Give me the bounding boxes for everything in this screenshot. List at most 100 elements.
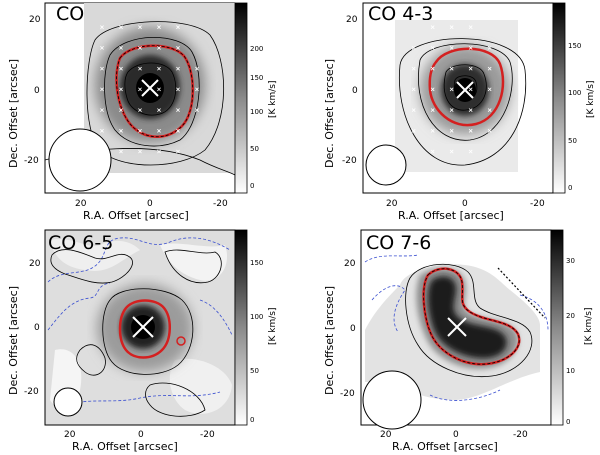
- y-tick-label: 20: [346, 15, 358, 25]
- sample-point-marker: [157, 25, 161, 30]
- black-contours: [44, 21, 236, 176]
- center-marker: [447, 317, 467, 337]
- contour-red-dashed: [423, 268, 520, 365]
- y-axis: 20 0 -20 Dec. Offset [arcsec]: [7, 15, 41, 168]
- y-axis-label: Dec. Offset [arcsec]: [323, 59, 336, 168]
- x-tick-label: -20: [213, 199, 228, 209]
- sample-point-marker: [138, 149, 142, 154]
- y-tick-label: 0: [352, 86, 358, 96]
- y-tick-label: -20: [24, 156, 39, 166]
- colorbar-tick-label: 10: [566, 367, 575, 375]
- sample-point-marker: [119, 87, 123, 92]
- sample-point-marker: [157, 108, 161, 112]
- contour-black: [443, 64, 487, 111]
- x-tick-label: -20: [530, 199, 545, 209]
- sample-point-marker: [157, 66, 161, 71]
- sample-point-marker: [411, 128, 416, 133]
- map-edge-hatch: [497, 267, 546, 319]
- y-tick-label: -20: [342, 156, 357, 166]
- y-axis-label: Dec. Offset [arcsec]: [323, 286, 336, 395]
- y-axis-label: Dec. Offset [arcsec]: [7, 59, 20, 168]
- contour-blue: [47, 237, 231, 283]
- contour-black: [418, 43, 513, 141]
- x-axis-label: R.A. Offset [arcsec]: [72, 440, 178, 453]
- x-axis: 20 0 -20 R.A. Offset [arcsec]: [64, 430, 215, 453]
- sample-point-marker: [119, 128, 123, 133]
- beam-circle: [362, 370, 422, 430]
- sample-point-marker: [449, 108, 454, 112]
- contour-black: [76, 344, 106, 376]
- y-axis: 20 0 -20 Dec. Offset [arcsec]: [323, 259, 356, 399]
- sample-point-marker: [449, 128, 454, 133]
- sample-point-marker: [430, 128, 435, 133]
- y-tick-label: 0: [350, 324, 356, 334]
- colorbar-tick-label: 50: [250, 367, 259, 375]
- sample-point-marker: [100, 66, 104, 71]
- contour-red: [118, 299, 171, 359]
- colorbar-gradient: [552, 2, 566, 194]
- sample-point-marker: [138, 128, 142, 133]
- colorbar-tick-label: 0: [568, 184, 572, 192]
- sample-point-marker: [430, 87, 435, 92]
- sample-point-marker: [100, 46, 104, 50]
- colorbar-tick-label: 0: [250, 182, 254, 190]
- sample-point-marker: [138, 46, 142, 50]
- blue-contours: [364, 254, 549, 401]
- sample-point-marker: [468, 108, 473, 112]
- colorbar-unit-label: [K km/s]: [268, 81, 278, 119]
- sample-point-marker: [411, 87, 416, 92]
- sample-point-marker: [449, 87, 454, 92]
- contour-black: [124, 62, 177, 116]
- contour-black: [86, 21, 225, 166]
- panel-co76: CO 7-6 0 10 20 30 [K km/s] 20: [323, 229, 594, 453]
- colorbar-unit-label: [K km/s]: [586, 81, 596, 119]
- x-tick-label: 20: [75, 199, 87, 209]
- sample-point-marker: [157, 87, 161, 92]
- sample-point-marker: [487, 46, 492, 50]
- x-axis: 20 0 -20 R.A. Offset [arcsec]: [75, 199, 228, 222]
- sample-point-marker: [468, 25, 473, 30]
- center-marker: [456, 81, 474, 99]
- y-axis: 20 0 -20 Dec. Offset [arcsec]: [323, 15, 358, 168]
- sample-point-marker: [430, 108, 435, 112]
- sample-point-marker: [430, 149, 435, 154]
- sample-point-marker: [119, 149, 123, 154]
- colorbar-tick-label: 20: [566, 312, 575, 320]
- colorbar-gradient: [234, 229, 248, 426]
- contour-black: [164, 249, 222, 284]
- sample-point-marker: [468, 66, 473, 71]
- sample-point-marker: [157, 46, 161, 50]
- sample-point-marker: [411, 108, 416, 112]
- contour-blue: [519, 294, 549, 331]
- contour-blue: [429, 389, 501, 401]
- sample-point-marker: [119, 25, 123, 30]
- sample-point-marker: [468, 46, 473, 50]
- colorbar-unit-label: [K km/s]: [268, 308, 278, 346]
- center-marker: [132, 316, 154, 338]
- emission-patch: [169, 358, 232, 414]
- y-tick-label: 20: [29, 259, 41, 269]
- colorbar-tick-label: 100: [250, 108, 263, 116]
- colorbar-gradient: [550, 229, 564, 426]
- contour-blue: [364, 254, 419, 263]
- colorbar: 0 10 20 30 [K km/s]: [550, 229, 594, 426]
- y-tick-label: -20: [340, 389, 355, 399]
- x-tick-label: -20: [200, 430, 215, 440]
- x-tick-label: 20: [386, 199, 398, 209]
- sample-grid: [411, 25, 492, 154]
- y-tick-label: 20: [29, 15, 41, 25]
- sample-point-marker: [411, 66, 416, 71]
- emission-patch: [50, 238, 140, 271]
- sample-point-marker: [487, 108, 492, 112]
- contour-black: [102, 288, 194, 375]
- sample-point-marker: [100, 128, 104, 133]
- y-axis-label: Dec. Offset [arcsec]: [7, 286, 20, 395]
- x-axis-label: R.A. Offset [arcsec]: [398, 209, 504, 222]
- contour-black: [453, 75, 478, 101]
- sample-point-marker: [119, 108, 123, 112]
- sample-point-marker: [176, 149, 180, 154]
- panel-co32: CO 3-2 0 50 100 150 200 [K km/s]: [7, 2, 278, 222]
- x-axis-label: R.A. Offset [arcsec]: [392, 440, 498, 453]
- sample-point-marker: [176, 66, 180, 71]
